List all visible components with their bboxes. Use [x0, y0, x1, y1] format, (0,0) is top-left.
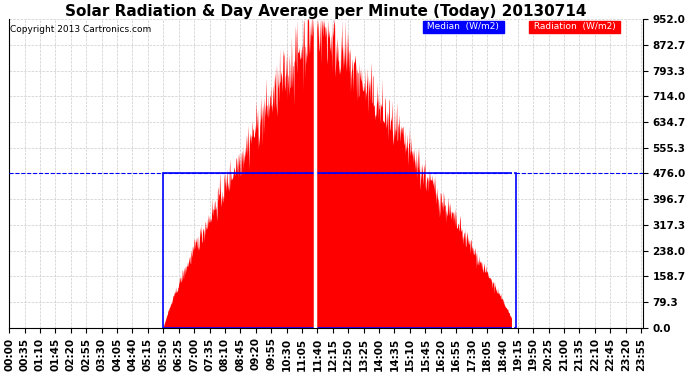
Text: Copyright 2013 Cartronics.com: Copyright 2013 Cartronics.com	[10, 26, 151, 34]
Text: Median  (W/m2): Median (W/m2)	[424, 22, 502, 31]
Title: Solar Radiation & Day Average per Minute (Today) 20130714: Solar Radiation & Day Average per Minute…	[66, 4, 586, 19]
Bar	[164, 174, 515, 328]
Text: Radiation  (W/m2): Radiation (W/m2)	[531, 22, 618, 31]
